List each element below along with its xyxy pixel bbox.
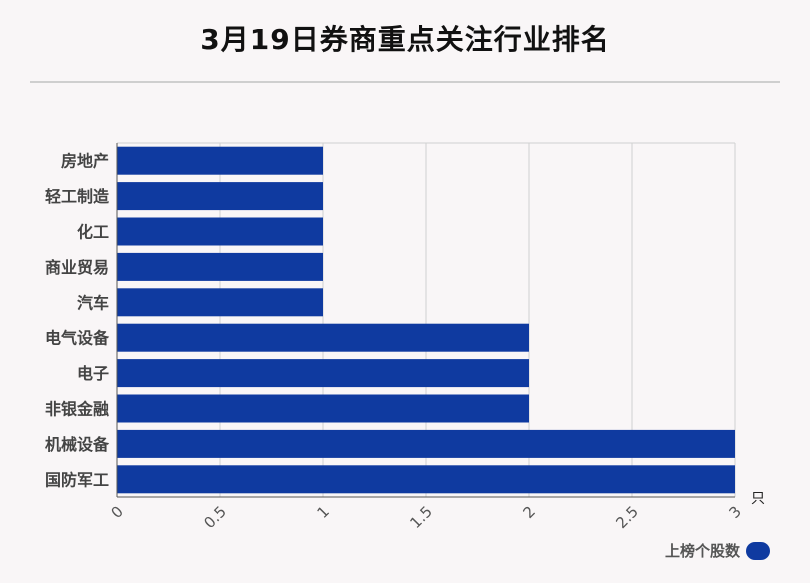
bar xyxy=(117,217,323,246)
x-axis-unit: 只 xyxy=(751,491,765,507)
category-label: 化工 xyxy=(77,223,109,242)
category-label: 汽车 xyxy=(77,293,109,312)
category-label: 房地产 xyxy=(61,152,109,171)
category-label: 电气设备 xyxy=(45,329,110,348)
title-divider xyxy=(30,81,780,83)
bar xyxy=(117,288,323,317)
category-label: 机械设备 xyxy=(45,435,110,454)
bar xyxy=(117,465,735,494)
x-tick-label: 1 xyxy=(313,503,332,522)
legend[interactable]: 上榜个股数 xyxy=(665,540,770,561)
bar xyxy=(117,429,735,458)
legend-label: 上榜个股数 xyxy=(664,542,740,560)
bar xyxy=(117,359,529,388)
legend-swatch xyxy=(746,541,770,560)
category-label: 国防军工 xyxy=(45,470,109,489)
x-tick-label: 3 xyxy=(725,503,744,522)
x-tick-label: 2 xyxy=(519,503,538,522)
x-tick-label: 2.5 xyxy=(612,503,642,533)
bar xyxy=(117,146,323,175)
category-label: 电子 xyxy=(77,364,109,383)
x-tick-label: 1.5 xyxy=(406,503,436,533)
bar xyxy=(117,252,323,281)
bar xyxy=(117,182,323,211)
chart-title: 3月19日券商重点关注行业排名 xyxy=(200,23,610,56)
category-label: 商业贸易 xyxy=(45,258,109,277)
category-label: 非银金融 xyxy=(45,400,109,419)
x-tick-label: 0 xyxy=(107,503,126,522)
bar xyxy=(117,394,529,423)
x-tick-label: 0.5 xyxy=(200,503,230,533)
category-label: 轻工制造 xyxy=(45,187,110,206)
bar xyxy=(117,323,529,352)
